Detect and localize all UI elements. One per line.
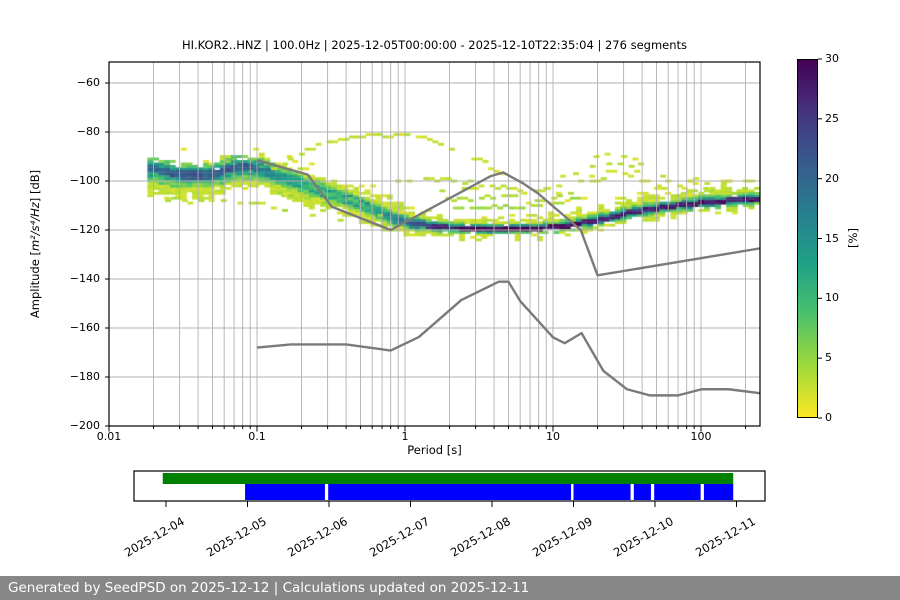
plot-title: HI.KOR2..HNZ | 100.0Hz | 2025-12-05T00:0… bbox=[181, 38, 688, 52]
y-tick-label: −120 bbox=[69, 223, 100, 236]
timeline-date-label: 2025-12-11 bbox=[692, 514, 758, 560]
timeline-date-label: 2025-12-05 bbox=[203, 514, 269, 560]
timeline-date-label: 2025-12-07 bbox=[366, 514, 432, 560]
colorbar-tick-label: 15 bbox=[825, 231, 839, 245]
y-tick-label: −60 bbox=[76, 76, 100, 89]
timeline-date-label: 2025-12-08 bbox=[448, 514, 513, 560]
timeline-green-bar bbox=[162, 473, 734, 484]
y-tick-label: −200 bbox=[69, 419, 100, 432]
x-tick-label: 0.1 bbox=[248, 430, 266, 443]
y-tick-label: −100 bbox=[69, 174, 100, 187]
footer-bar: Generated by SeedPSD on 2025-12-12 | Cal… bbox=[0, 576, 900, 600]
x-tick-label: 100 bbox=[690, 430, 712, 443]
ppsd-heatmap-canvas bbox=[109, 62, 760, 426]
timeline-blue-segment bbox=[328, 484, 572, 500]
x-tick-label: 0.01 bbox=[96, 430, 122, 443]
timeline-date-label: 2025-12-06 bbox=[285, 514, 350, 560]
colorbar-label: [%] bbox=[846, 228, 860, 248]
timeline-date-label: 2025-12-04 bbox=[122, 514, 187, 560]
timeline-box bbox=[133, 470, 766, 502]
colorbar-tick-label: 10 bbox=[825, 291, 839, 305]
timeline-blue-segment bbox=[633, 484, 651, 500]
y-tick-label: −160 bbox=[69, 321, 100, 334]
y-axis-label: Amplitude [m²/s⁴/Hz] [dB] bbox=[28, 170, 42, 318]
colorbar-tick-label: 20 bbox=[825, 171, 839, 185]
y-tick-label: −80 bbox=[76, 125, 100, 138]
timeline-date-label: 2025-12-10 bbox=[611, 514, 676, 560]
timeline-blue-segment bbox=[573, 484, 631, 500]
colorbar-tick-label: 0 bbox=[825, 411, 832, 424]
colorbar bbox=[797, 59, 818, 418]
x-axis-label: Period [s] bbox=[407, 443, 462, 457]
timeline-blue-segment bbox=[245, 484, 325, 500]
y-axis-label-units: m²/s⁴/Hz bbox=[28, 202, 42, 252]
x-tick-label: 10 bbox=[546, 430, 560, 443]
y-tick-label: −140 bbox=[69, 272, 100, 285]
colorbar-tick-label: 5 bbox=[825, 351, 832, 365]
timeline-blue-segment bbox=[654, 484, 701, 500]
y-tick-label: −180 bbox=[69, 370, 100, 383]
y-axis-label-suffix: ] [dB] bbox=[28, 169, 42, 203]
colorbar-tick-label: 25 bbox=[825, 111, 839, 125]
x-tick-label: 1 bbox=[401, 430, 409, 443]
timeline-date-label: 2025-12-09 bbox=[529, 514, 595, 560]
colorbar-tick-label: 30 bbox=[825, 52, 839, 65]
y-axis-label-prefix: Amplitude [ bbox=[28, 251, 42, 319]
timeline-blue-segment bbox=[703, 484, 734, 500]
